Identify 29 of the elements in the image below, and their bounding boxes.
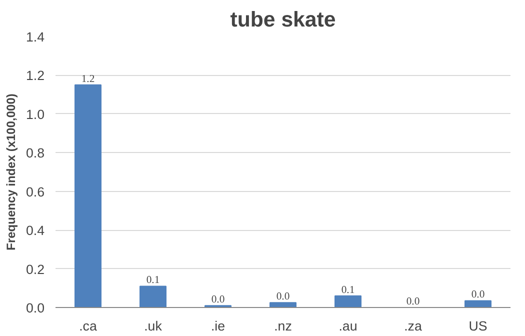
data-label: 0.1 — [146, 275, 160, 286]
y-tick-label: 1.2 — [26, 68, 45, 84]
y-tick-label: 0.6 — [26, 184, 45, 200]
y-axis-title: Frequency index (x100,000) — [4, 94, 18, 250]
data-label: 0.0 — [276, 292, 290, 303]
bar — [74, 84, 102, 308]
x-tick-label: .ie — [210, 318, 226, 334]
y-tick-label: 0.8 — [26, 146, 45, 161]
y-tick-label: 0.0 — [26, 300, 45, 316]
data-label: 0.0 — [471, 290, 485, 301]
data-label: 0.0 — [406, 296, 420, 308]
chart-title: tube skate — [230, 8, 336, 32]
y-tick-label: 1.0 — [26, 106, 45, 122]
data-label: 0.1 — [341, 284, 355, 296]
bar — [270, 302, 296, 308]
x-tick-label: .ca — [79, 318, 98, 334]
x-tick-label: .za — [404, 318, 422, 334]
bar — [140, 286, 166, 308]
bar — [464, 300, 492, 308]
x-tick-label: .au — [338, 318, 358, 334]
x-tick-label: US — [468, 318, 488, 334]
x-tick-label: .nz — [274, 318, 292, 334]
x-tick-label: .uk — [144, 318, 162, 334]
bar — [334, 295, 362, 308]
y-tick-label: 0.2 — [26, 262, 45, 277]
data-label: 1.2 — [81, 74, 95, 85]
y-tick-label: 1.4 — [26, 30, 46, 44]
y-tick-label: 0.4 — [26, 223, 46, 238]
data-label: 0.0 — [211, 294, 225, 306]
